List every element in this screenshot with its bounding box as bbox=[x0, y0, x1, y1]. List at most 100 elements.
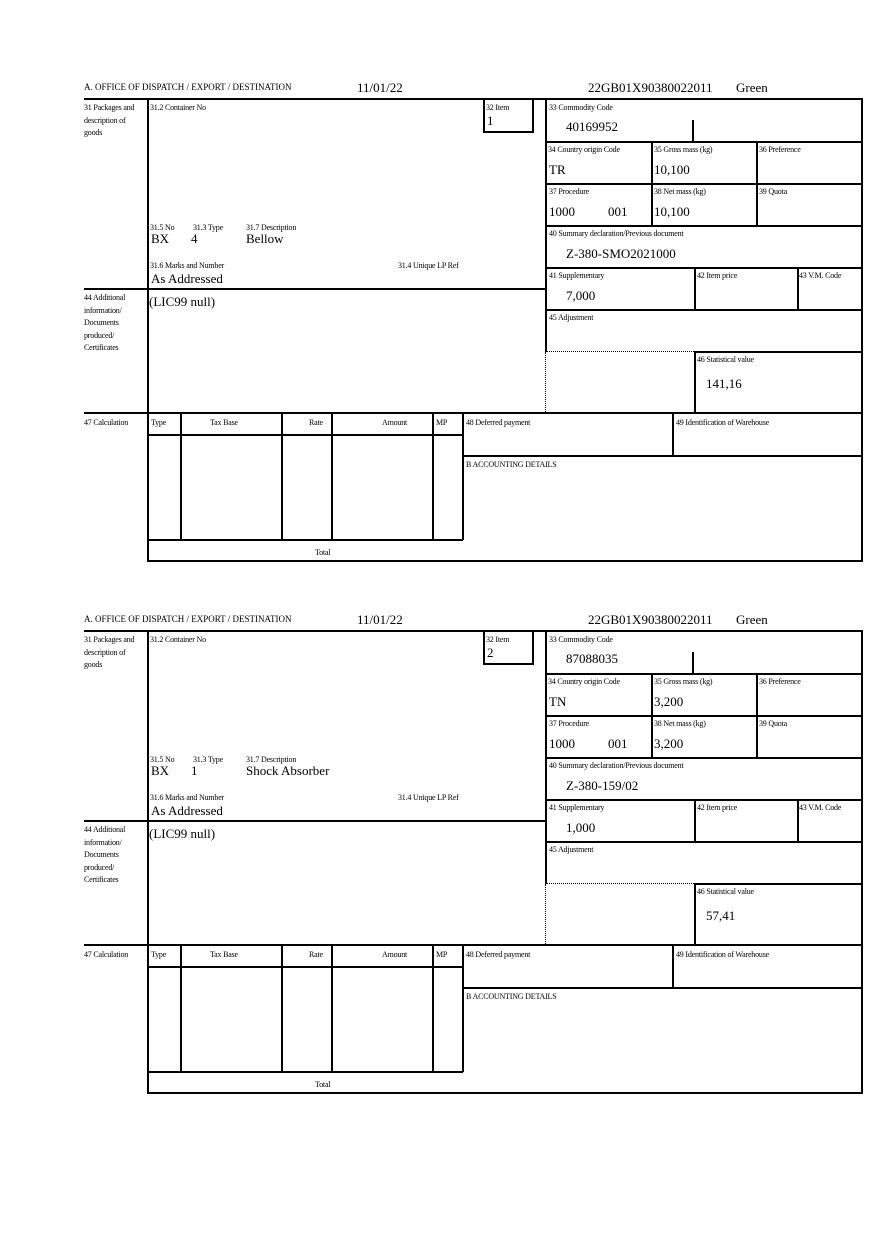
form-rule-line bbox=[84, 820, 546, 822]
adjustment-label: 45 Adjustment bbox=[549, 845, 594, 854]
calc-rate-header: Rate bbox=[309, 950, 323, 959]
deferred-payment-label: 48 Deferred payment bbox=[466, 950, 531, 959]
procedure-value: 1000 bbox=[549, 736, 575, 751]
form-rule-line bbox=[331, 412, 333, 540]
form-rule-line bbox=[281, 944, 283, 1072]
declaration-item-form: A. OFFICE OF DISPATCH / EXPORT / DESTINA… bbox=[0, 532, 882, 1094]
unique-lp-ref-label: 31.4 Unique LP Ref bbox=[398, 793, 459, 802]
deferred-payment-label: 48 Deferred payment bbox=[466, 418, 531, 427]
net-mass-value: 3,200 bbox=[654, 736, 684, 751]
preference-label: 36 Preference bbox=[759, 677, 801, 686]
package-no: BX bbox=[151, 231, 170, 246]
form-rule-line bbox=[432, 412, 434, 540]
form-rule-line bbox=[180, 944, 182, 1072]
form-rule-line bbox=[545, 757, 862, 759]
route-status: Green bbox=[736, 80, 768, 95]
marks-value: As Addressed bbox=[151, 803, 223, 818]
preference-label: 36 Preference bbox=[759, 145, 801, 154]
supplementary-value: 7,000 bbox=[566, 288, 596, 303]
commodity-code-value: 87088035 bbox=[566, 651, 618, 666]
form-rule-line bbox=[545, 267, 862, 269]
goods-description: Shock Absorber bbox=[246, 763, 330, 778]
gross-mass-value: 10,100 bbox=[654, 162, 690, 177]
form-rule-line bbox=[545, 352, 546, 412]
form-rule-line bbox=[692, 120, 694, 141]
country-origin-value: TN bbox=[549, 694, 567, 709]
form-rule-line bbox=[462, 455, 862, 457]
form-rule-line bbox=[694, 267, 696, 309]
form-rule-line bbox=[545, 841, 862, 843]
statistical-value-label: 46 Statistical value bbox=[697, 887, 754, 896]
form-rule-line bbox=[545, 799, 862, 801]
vm-code-label: 43 V.M. Code bbox=[799, 271, 842, 280]
form-rule-line bbox=[861, 98, 863, 562]
form-rule-line bbox=[545, 715, 862, 717]
procedure-value: 1000 bbox=[549, 204, 575, 219]
form-rule-line bbox=[545, 309, 862, 311]
supplementary-label: 41 Supplementary bbox=[549, 271, 605, 280]
statistical-value-label: 46 Statistical value bbox=[697, 355, 754, 364]
form-rule-line bbox=[694, 351, 696, 412]
net-mass-label: 38 Net mass (kg) bbox=[654, 719, 706, 728]
form-rule-line bbox=[331, 944, 333, 1072]
description-label: 31.7 Description bbox=[246, 223, 297, 232]
quota-label: 39 Quota bbox=[759, 187, 787, 196]
form-rule-line bbox=[545, 884, 546, 944]
gross-mass-label: 35 Gross mass (kg) bbox=[654, 677, 713, 686]
declaration-reference: 22GB01X90380022011 bbox=[588, 80, 713, 95]
calc-tax-base-header: Tax Base bbox=[210, 418, 238, 427]
accounting-details-label: B ACCOUNTING DETAILS bbox=[466, 460, 557, 469]
package-no: BX bbox=[151, 763, 170, 778]
form-rule-line bbox=[483, 630, 485, 664]
form-rule-line bbox=[694, 883, 696, 944]
calc-type-header: Type bbox=[151, 950, 167, 959]
office-label: A. OFFICE OF DISPATCH / EXPORT / DESTINA… bbox=[84, 82, 292, 92]
no-label: 31.5 No bbox=[150, 755, 175, 764]
calculation-label: 47 Calculation bbox=[84, 418, 129, 427]
statistical-value: 57,41 bbox=[706, 908, 736, 923]
procedure-label: 37 Procedure bbox=[549, 719, 590, 728]
no-label: 31.5 No bbox=[150, 223, 175, 232]
form-rule-line bbox=[281, 412, 283, 540]
supplementary-value: 1,000 bbox=[566, 820, 596, 835]
accounting-details-label: B ACCOUNTING DETAILS bbox=[466, 992, 557, 1001]
marks-label: 31.6 Marks and Number bbox=[150, 261, 225, 270]
calculation-label: 47 Calculation bbox=[84, 950, 129, 959]
form-rule-line bbox=[861, 630, 863, 1094]
form-rule-line bbox=[462, 944, 464, 1072]
form-rule-line bbox=[483, 98, 485, 132]
container-no-label: 31.2 Container No bbox=[150, 635, 206, 644]
procedure-additional-value: 001 bbox=[608, 204, 628, 219]
form-rule-line bbox=[147, 630, 149, 1094]
unique-lp-ref-label: 31.4 Unique LP Ref bbox=[398, 261, 459, 270]
form-rule-line bbox=[462, 412, 464, 540]
form-rule-line bbox=[147, 1092, 863, 1094]
form-rule-line bbox=[532, 98, 534, 132]
form-rule-line bbox=[483, 663, 534, 665]
country-origin-value: TR bbox=[549, 162, 566, 177]
declaration-item-form: A. OFFICE OF DISPATCH / EXPORT / DESTINA… bbox=[0, 0, 882, 562]
summary-declaration-value: Z-380-SMO2021000 bbox=[566, 246, 676, 261]
packages-label: 31 Packages and description of goods bbox=[84, 103, 135, 137]
summary-declaration-label: 40 Summary declaration/Previous document bbox=[549, 761, 684, 770]
country-origin-label: 34 Country origin Code bbox=[548, 145, 620, 154]
form-rule-line bbox=[84, 944, 863, 946]
form-rule-line bbox=[147, 539, 463, 541]
form-rule-line bbox=[672, 944, 674, 988]
form-rule-line bbox=[797, 799, 799, 841]
form-rule-line bbox=[692, 652, 694, 673]
container-no-label: 31.2 Container No bbox=[150, 103, 206, 112]
form-rule-line bbox=[545, 225, 862, 227]
item-label: 32 Item bbox=[486, 635, 510, 644]
calc-type-header: Type bbox=[151, 418, 167, 427]
additional-info-label: 44 Additional information/ Documents pro… bbox=[84, 825, 126, 884]
commodity-code-label: 33 Commodity Code bbox=[549, 635, 613, 644]
marks-value: As Addressed bbox=[151, 271, 223, 286]
form-rule-line bbox=[147, 98, 149, 562]
form-rule-line bbox=[797, 267, 799, 309]
net-mass-value: 10,100 bbox=[654, 204, 690, 219]
form-rule-line bbox=[84, 630, 863, 632]
item-number: 1 bbox=[487, 113, 494, 128]
package-type: 1 bbox=[191, 763, 198, 778]
summary-declaration-label: 40 Summary declaration/Previous document bbox=[549, 229, 684, 238]
